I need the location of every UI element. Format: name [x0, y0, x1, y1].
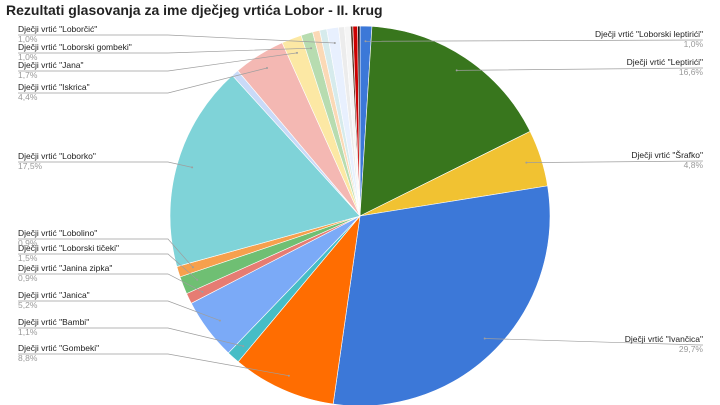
leader-line	[484, 338, 703, 346]
slice-value-label: 1,1%	[18, 327, 38, 337]
leader-line	[18, 34, 335, 44]
slice-value-label: 5,2%	[18, 300, 38, 310]
slice-label: Dječji vrtić "Loborski tičeki"	[18, 243, 119, 253]
slice-label: Dječji vrtić "Loborski gombeki"	[18, 42, 132, 52]
slice-value-label: 16,6%	[679, 67, 704, 77]
leader-dot	[333, 42, 336, 44]
slice-value-label: 1,7%	[18, 70, 38, 80]
leader-dot	[296, 51, 298, 54]
slice-value-label: 1,0%	[684, 39, 704, 49]
leader-line	[18, 327, 244, 347]
slice-value-label: 1,0%	[18, 34, 38, 44]
slice-label: Dječji vrtić "Loborko"	[18, 151, 96, 161]
leader-line	[526, 160, 703, 163]
leader-line	[18, 253, 198, 281]
leader-dot	[525, 161, 528, 164]
slice-value-label: 0,9%	[18, 238, 38, 248]
leader-dot	[364, 40, 367, 43]
slice-label: Dječji vrtić "Ivančica"	[625, 334, 703, 344]
slice-value-label: 4,8%	[684, 160, 704, 170]
slice-value-label: 29,7%	[679, 344, 704, 354]
leader-line	[18, 238, 194, 268]
slice-label: Dječji vrtić "Janica"	[18, 290, 90, 300]
leader-dot	[266, 67, 268, 69]
chart-title: Rezultati glasovanja za ime dječjeg vrti…	[6, 2, 383, 18]
slice-label: Dječji vrtić "Šrafko"	[631, 150, 703, 160]
leader-dot	[218, 319, 221, 322]
leader-line	[18, 300, 221, 321]
slice-label: Dječji vrtić "Lobolino"	[18, 228, 97, 238]
leader-dot	[191, 266, 194, 269]
slice-value-label: 4,4%	[18, 92, 38, 102]
leader-line	[18, 52, 298, 72]
leader-line	[18, 353, 289, 377]
leader-dot	[455, 69, 458, 72]
slice-label: Dječji vrtić "Gombeki"	[18, 343, 99, 353]
pie-labels: Dječji vrtić "Loborski leptirići"1,0%Dje…	[18, 24, 703, 377]
pie-slice	[359, 26, 531, 217]
leader-dot	[310, 47, 313, 50]
slice-label: Dječji vrtić "Loborčić"	[18, 24, 97, 34]
leader-dot	[191, 166, 194, 169]
slice-label: Dječji vrtić "Leptirići"	[627, 57, 703, 67]
leader-dot	[201, 290, 204, 293]
pie-slices	[169, 25, 551, 405]
slice-value-label: 1,5%	[18, 253, 38, 263]
slice-label: Dječji vrtić "Iskrica"	[18, 82, 90, 92]
leader-dot	[242, 345, 245, 348]
pie-slice	[169, 74, 361, 267]
slice-value-label: 0,9%	[18, 273, 38, 283]
leader-dot	[287, 374, 290, 377]
slice-label: Dječji vrtić "Jana"	[18, 60, 84, 70]
leader-dot	[196, 278, 199, 281]
leader-line	[365, 39, 703, 42]
pie-slice	[332, 185, 551, 405]
slice-value-label: 8,8%	[18, 353, 38, 363]
slice-value-label: 1,0%	[18, 52, 38, 62]
leader-line	[456, 67, 703, 71]
slice-label: Dječji vrtić "Janina zipka"	[18, 263, 112, 273]
leader-line	[18, 273, 203, 293]
slice-label: Dječji vrtić "Bambi"	[18, 317, 89, 327]
leader-line	[18, 161, 193, 168]
slice-value-label: 17,5%	[18, 161, 43, 171]
slice-label: Dječji vrtić "Loborski leptirići"	[595, 29, 703, 39]
leader-dot	[483, 337, 486, 340]
leader-line	[18, 47, 312, 54]
leader-line	[18, 67, 268, 94]
pie-slice	[237, 214, 361, 405]
pie-slice	[357, 25, 361, 217]
